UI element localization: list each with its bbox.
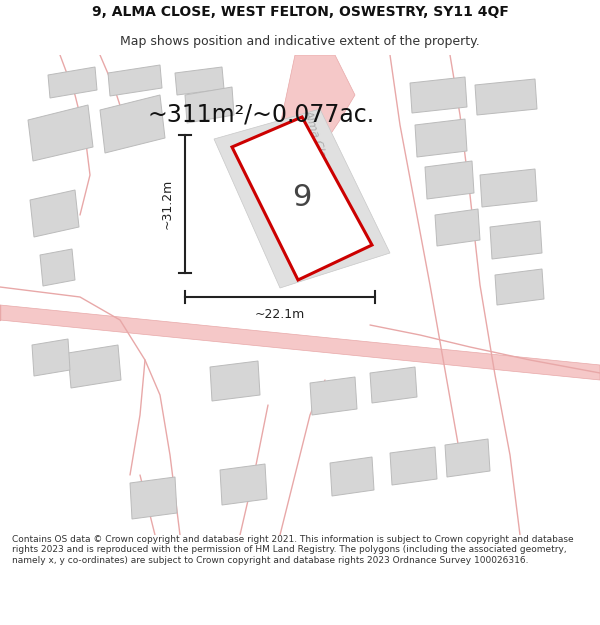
Text: Map shows position and indicative extent of the property.: Map shows position and indicative extent… — [120, 35, 480, 48]
Polygon shape — [100, 95, 165, 153]
Polygon shape — [220, 464, 267, 505]
Polygon shape — [68, 345, 121, 388]
Polygon shape — [490, 221, 542, 259]
Polygon shape — [310, 377, 357, 415]
Polygon shape — [30, 190, 79, 237]
Polygon shape — [330, 457, 374, 496]
Polygon shape — [210, 361, 260, 401]
Text: ~31.2m: ~31.2m — [161, 179, 173, 229]
Text: ~311m²/~0.077ac.: ~311m²/~0.077ac. — [148, 103, 375, 127]
Text: 9: 9 — [292, 182, 311, 211]
Polygon shape — [475, 79, 537, 115]
Polygon shape — [40, 249, 75, 286]
Polygon shape — [130, 477, 177, 519]
Polygon shape — [435, 209, 480, 246]
Polygon shape — [480, 169, 537, 207]
Polygon shape — [108, 65, 162, 96]
Polygon shape — [232, 117, 372, 280]
Polygon shape — [370, 367, 417, 403]
Polygon shape — [445, 439, 490, 477]
Polygon shape — [410, 77, 467, 113]
Text: ~22.1m: ~22.1m — [255, 309, 305, 321]
Polygon shape — [425, 161, 474, 199]
Polygon shape — [32, 339, 70, 376]
Polygon shape — [214, 109, 390, 288]
Text: 9, ALMA CLOSE, WEST FELTON, OSWESTRY, SY11 4QF: 9, ALMA CLOSE, WEST FELTON, OSWESTRY, SY… — [92, 5, 508, 19]
Polygon shape — [175, 67, 224, 95]
Polygon shape — [48, 67, 97, 98]
Text: Contains OS data © Crown copyright and database right 2021. This information is : Contains OS data © Crown copyright and d… — [12, 535, 574, 565]
Polygon shape — [28, 105, 93, 161]
Text: Alma Close: Alma Close — [302, 109, 331, 171]
Polygon shape — [0, 305, 600, 380]
Polygon shape — [268, 55, 355, 210]
Polygon shape — [185, 87, 234, 123]
Polygon shape — [495, 269, 544, 305]
Polygon shape — [390, 447, 437, 485]
Polygon shape — [415, 119, 467, 157]
